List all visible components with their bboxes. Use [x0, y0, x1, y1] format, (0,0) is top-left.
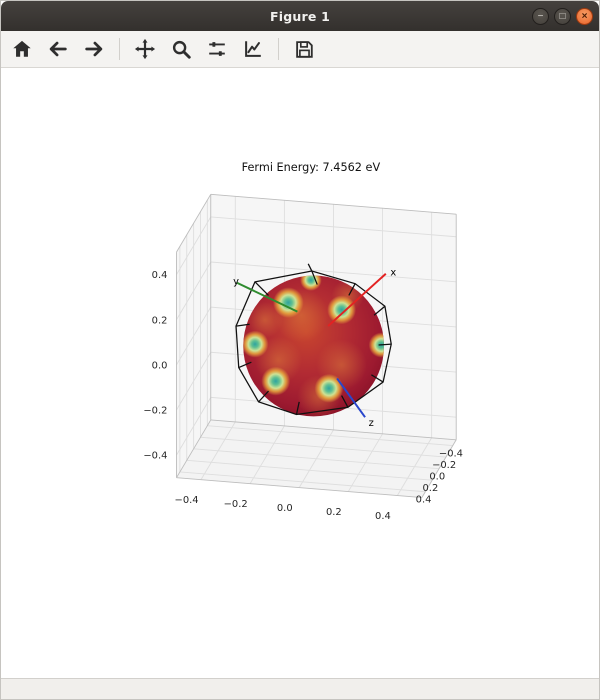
grid-line [210, 419, 457, 441]
x-tick-label: 0.2 [326, 507, 342, 518]
z-tick-label: 0.4 [152, 270, 168, 281]
title-bar[interactable]: Figure 1 − □ × [1, 1, 599, 31]
pan-button[interactable] [130, 34, 160, 64]
y-axis-arrow-label: y [233, 277, 239, 288]
neck-spot [314, 373, 344, 403]
z-axis-arrow-label: z [369, 418, 374, 429]
grid-line [176, 419, 212, 478]
save-floppy-icon [296, 41, 313, 58]
back-button[interactable] [43, 34, 73, 64]
neck-spot [300, 275, 322, 291]
x-tick-label: −0.4 [175, 495, 199, 506]
x-tick-label: 0.4 [375, 511, 391, 522]
window-controls: − □ × [532, 1, 593, 31]
grid-line [176, 261, 212, 320]
z-tick-label: 0.0 [152, 360, 168, 371]
y-tick-label: 0.4 [416, 495, 432, 506]
grid-line [210, 193, 457, 215]
axes-chart-icon [245, 41, 261, 57]
forward-arrow-icon [85, 41, 103, 57]
figure-canvas[interactable]: −0.4 −0.2 0.0 0.2 0.4 0.4 0.2 0.0 −0.2 −0.4 0.4 0.2… [1, 68, 599, 678]
home-icon [13, 40, 31, 57]
home-button[interactable] [7, 34, 37, 64]
toolbar-separator [119, 38, 120, 60]
z-tick-label: −0.4 [143, 451, 167, 462]
y-tick-label: −0.4 [439, 448, 463, 459]
plot-title: Fermi Energy: 7.4562 eV [242, 161, 381, 174]
x-tick-label: 0.0 [277, 503, 293, 514]
grid-line [210, 216, 457, 238]
save-button[interactable] [289, 34, 319, 64]
z-axis-arrow [336, 377, 366, 418]
grid-line [193, 448, 440, 470]
zoom-button[interactable] [166, 34, 196, 64]
grid-line [176, 216, 212, 275]
x-axis-arrow-label: x [390, 268, 396, 279]
x-axis-arrow [327, 273, 387, 327]
grid-line [200, 436, 446, 458]
grid-line [207, 425, 453, 447]
plot-content: Fermi Energy: 7.4562 eV [233, 161, 396, 429]
grid-line [396, 437, 433, 496]
back-arrow-icon [49, 41, 67, 57]
minimize-button[interactable]: − [532, 7, 549, 25]
neck-spot [243, 330, 269, 358]
grid-line [176, 477, 422, 498]
grid-line [347, 433, 383, 492]
y-tick-label: 0.0 [429, 471, 445, 482]
status-bar [1, 678, 599, 699]
subplots-button[interactable] [202, 34, 232, 64]
y-tick-label: 0.2 [423, 483, 439, 494]
grid-line [176, 194, 212, 253]
y-tick-label: −0.2 [432, 460, 456, 471]
grid-line [421, 439, 457, 498]
window-title: Figure 1 [270, 8, 330, 24]
forward-button[interactable] [79, 34, 109, 64]
grid-line [210, 261, 457, 283]
z-tick-label: −0.2 [143, 406, 167, 417]
matplotlib-toolbar [1, 31, 599, 68]
z-tick-label: 0.2 [152, 315, 168, 326]
sliders-icon [209, 42, 225, 56]
fermi-surface-texture [243, 275, 385, 417]
brillouin-zone-wireframe [235, 263, 392, 416]
x-tick-label: −0.2 [224, 499, 248, 510]
zoom-magnifier-icon [172, 40, 191, 59]
pan-move-icon [134, 38, 156, 60]
neck-spot [261, 366, 291, 396]
maximize-icon: □ [559, 10, 566, 22]
minimize-icon: − [537, 10, 544, 22]
plot-3d: −0.4 −0.2 0.0 0.2 0.40.40.20.0−0.2−0.40.40.2… [143, 161, 463, 522]
close-icon: × [581, 10, 588, 22]
y-axis-arrow [236, 281, 298, 313]
customize-button[interactable] [238, 34, 268, 64]
maximize-button[interactable]: □ [554, 7, 571, 25]
close-button[interactable]: × [576, 7, 593, 25]
neck-spot [327, 295, 357, 325]
toolbar-separator [278, 38, 279, 60]
